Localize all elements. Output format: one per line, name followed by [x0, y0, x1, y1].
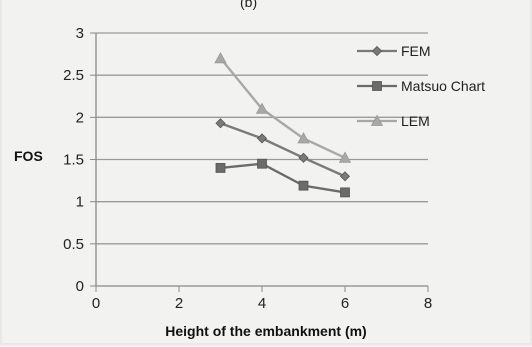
legend-item-matsuo-chart: Matsuo Chart [357, 78, 485, 94]
axes: 0 0.5 1 1.5 2 2.5 3 0 2 4 6 8 [63, 25, 432, 312]
y-tick-label: 0 [76, 278, 84, 295]
series-lem [214, 51, 352, 163]
series-line-lem [219, 57, 346, 159]
y-tick-label: 1.5 [63, 152, 84, 169]
data-point-lem [338, 151, 352, 163]
series-line-fem [220, 122, 346, 178]
y-axis-label: FOS [14, 148, 43, 164]
data-point-matsuo-chart [298, 180, 309, 191]
legend-label-fem: FEM [401, 43, 431, 59]
y-tick-label: 3 [76, 25, 84, 42]
data-point-matsuo-chart [340, 187, 350, 198]
series-layer [214, 51, 352, 198]
data-point-fem [298, 152, 309, 163]
legend-marker-lem [370, 114, 384, 126]
series-matsuo-chart [215, 158, 350, 198]
data-point-lem [214, 51, 227, 64]
y-tick-label: 1 [76, 194, 84, 211]
data-point-fem [256, 133, 268, 144]
legend-label-matsuo-chart: Matsuo Chart [401, 78, 485, 94]
legend-item-lem: LEM [357, 113, 430, 129]
legend-item-fem: FEM [357, 43, 431, 59]
x-tick-label: 6 [341, 295, 349, 312]
legend-marker-fem [371, 45, 383, 57]
y-tick-label: 0.5 [63, 236, 84, 253]
panel-label: (b) [240, 0, 258, 10]
data-point-lem [297, 132, 310, 144]
data-point-fem [339, 171, 351, 182]
legend: FEM Matsuo Chart LEM [357, 43, 485, 129]
x-tick-label: 2 [175, 295, 183, 312]
data-point-matsuo-chart [257, 158, 267, 169]
y-tick-label: 2.5 [63, 67, 84, 84]
legend-label-lem: LEM [401, 113, 430, 129]
x-tick-label: 8 [424, 295, 432, 312]
data-point-matsuo-chart [215, 163, 226, 173]
data-point-lem [255, 102, 269, 114]
x-axis-label: Height of the embankment (m) [165, 323, 367, 339]
series-line-matsuo-chart [220, 162, 346, 194]
grid-lines [96, 32, 428, 245]
x-tick-label: 0 [92, 295, 100, 312]
legend-marker-matsuo-chart [372, 81, 382, 91]
data-point-fem [215, 118, 226, 129]
series-fem [215, 118, 351, 182]
y-tick-label: 2 [76, 109, 84, 126]
x-tick-label: 4 [258, 295, 266, 312]
